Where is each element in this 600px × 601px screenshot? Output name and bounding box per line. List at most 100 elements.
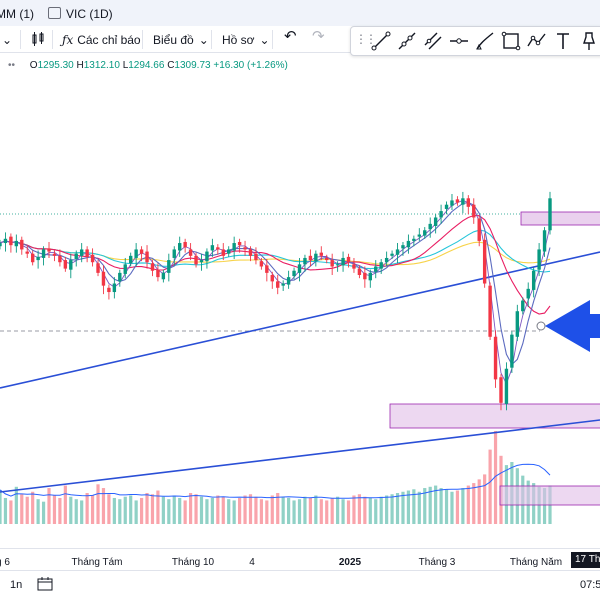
candle-body bbox=[384, 257, 389, 263]
horizontal-line-icon[interactable] bbox=[447, 29, 471, 53]
x-tick: 4 bbox=[249, 557, 255, 568]
upper-trendline bbox=[0, 251, 600, 389]
calendar-icon[interactable] bbox=[37, 577, 53, 594]
volume-bar bbox=[423, 488, 427, 524]
resistance-zone bbox=[520, 211, 600, 226]
candle-body bbox=[477, 218, 481, 241]
redo-icon[interactable]: ↷ bbox=[312, 28, 325, 45]
volume-bar bbox=[96, 484, 100, 524]
candle-body bbox=[368, 272, 372, 281]
candle-body bbox=[25, 251, 29, 254]
candle-body bbox=[112, 283, 117, 293]
volume-bar bbox=[483, 474, 487, 524]
volume-bar bbox=[178, 497, 182, 524]
drag-handle-icon[interactable]: ⋮⋮ bbox=[355, 32, 377, 46]
volume-bar bbox=[248, 494, 253, 524]
candle-body bbox=[128, 255, 133, 264]
volume-bar bbox=[199, 496, 204, 524]
volume-bar bbox=[129, 495, 133, 524]
trend-line-icon[interactable] bbox=[369, 29, 393, 53]
candle-body bbox=[188, 249, 193, 256]
candle-body bbox=[325, 257, 329, 261]
volume-bar bbox=[161, 496, 165, 524]
candle-body bbox=[450, 200, 454, 206]
volume-bar bbox=[341, 499, 345, 524]
volume-bar bbox=[205, 499, 209, 524]
candle-body bbox=[63, 260, 68, 269]
volume-bar bbox=[172, 495, 176, 524]
rectangle-icon[interactable] bbox=[499, 29, 523, 53]
x-tick: Tháng Năm bbox=[509, 557, 563, 568]
candle-body bbox=[14, 240, 19, 247]
candle-body bbox=[139, 249, 144, 254]
candle-body bbox=[172, 249, 176, 258]
volume-bar bbox=[156, 490, 160, 524]
volume-bars bbox=[0, 431, 552, 524]
candle-body bbox=[319, 252, 323, 256]
volume-bar bbox=[167, 499, 171, 524]
legend-dots-icon[interactable]: •• bbox=[8, 60, 16, 71]
arrow-annotation bbox=[536, 300, 600, 352]
undo-icon[interactable]: ↶ bbox=[284, 28, 297, 45]
candle-body bbox=[3, 238, 8, 244]
x-tick: Tháng 10 bbox=[171, 557, 215, 568]
candle-body bbox=[199, 260, 204, 263]
volume-bar bbox=[488, 449, 492, 524]
path-icon[interactable] bbox=[525, 29, 549, 53]
candle-body bbox=[90, 254, 95, 263]
chart-type-label: Biểu đồ bbox=[153, 33, 194, 47]
candle-body bbox=[412, 238, 416, 241]
ray-icon[interactable] bbox=[395, 29, 419, 53]
cursor-date-label: 17 Th bbox=[571, 552, 600, 568]
x-tick: Tháng 3 bbox=[418, 557, 456, 568]
volume-zone bbox=[499, 485, 600, 506]
volume-bar bbox=[139, 497, 144, 524]
volume-bar bbox=[145, 493, 149, 524]
text-tool-icon[interactable] bbox=[551, 29, 575, 53]
tab-mm[interactable]: MM (1) bbox=[0, 5, 34, 23]
volume-bar bbox=[281, 496, 285, 524]
profile-button[interactable]: Hồ sơ ⌄ bbox=[222, 31, 270, 49]
toolbar-divider bbox=[272, 30, 273, 49]
candle-body bbox=[466, 198, 471, 207]
candles-icon[interactable] bbox=[31, 31, 45, 49]
candle-body bbox=[286, 277, 291, 285]
candle-body bbox=[482, 239, 487, 284]
pin-icon[interactable] bbox=[577, 29, 600, 53]
x-tick: g 6 bbox=[0, 557, 10, 568]
volume-bar bbox=[210, 497, 214, 524]
close-label: C bbox=[167, 60, 175, 71]
price-chart[interactable] bbox=[0, 52, 600, 548]
volume-bar bbox=[346, 500, 351, 524]
volume-bar bbox=[434, 485, 438, 524]
candle-body bbox=[96, 263, 100, 273]
volume-bar bbox=[297, 499, 302, 524]
candle-body bbox=[216, 247, 220, 250]
candle-body bbox=[232, 243, 236, 251]
volume-bar bbox=[80, 500, 84, 524]
ma-short-line bbox=[0, 202, 551, 366]
volume-bar bbox=[74, 499, 78, 524]
candle-body bbox=[74, 253, 78, 260]
candle-body bbox=[183, 241, 187, 248]
volume-bar bbox=[374, 499, 378, 524]
volume-bar bbox=[243, 495, 247, 524]
candle-body bbox=[20, 239, 24, 250]
indicators-button[interactable]: ƒx Các chỉ báo bbox=[62, 31, 141, 49]
x-tick: Tháng Tám bbox=[71, 557, 123, 568]
profile-label: Hồ sơ bbox=[222, 33, 255, 47]
volume-bar bbox=[3, 497, 8, 524]
tab-mm-label: MM (1) bbox=[0, 7, 34, 21]
candle-body bbox=[221, 249, 225, 256]
tab-vic[interactable]: VIC (1D) bbox=[48, 5, 113, 23]
high-value: 1312.10 bbox=[83, 60, 120, 71]
indicators-label: Các chỉ báo bbox=[77, 33, 141, 47]
parallel-channel-icon[interactable] bbox=[421, 29, 445, 53]
brush-icon[interactable] bbox=[473, 29, 497, 53]
chart-type-button[interactable]: Biểu đồ ⌄ bbox=[153, 31, 209, 49]
ohlc-legend: •• O1295.30 H1312.10 L1294.66 C1309.73 +… bbox=[8, 60, 288, 71]
symbol-chevron-icon[interactable]: ⌄ bbox=[2, 33, 13, 47]
volume-bar bbox=[395, 493, 400, 524]
interval-button[interactable]: 1n bbox=[10, 579, 23, 591]
x-axis: g 6 Tháng Tám Tháng 10 4 2025 Tháng 3 Th… bbox=[0, 548, 600, 571]
